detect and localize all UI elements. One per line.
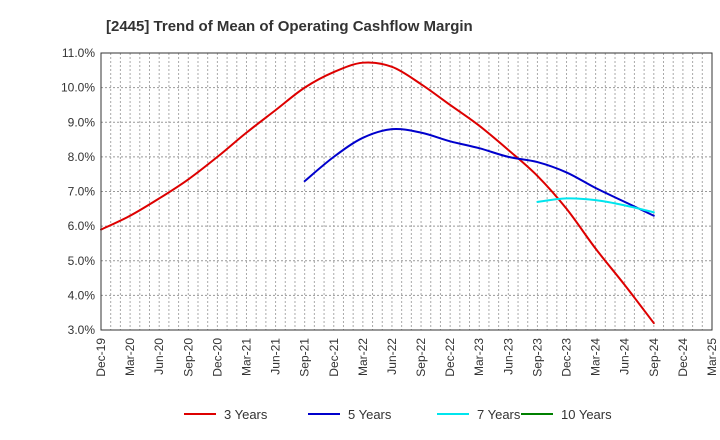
- x-tick-label: Sep-21: [298, 338, 312, 377]
- x-tick-label: Mar-21: [239, 338, 253, 376]
- y-tick-label: 7.0%: [68, 185, 96, 199]
- x-tick-label: Sep-23: [530, 338, 544, 377]
- x-tick-label: Dec-24: [676, 338, 690, 377]
- plot-border: [100, 52, 713, 331]
- y-tick-label: 8.0%: [68, 150, 96, 164]
- x-tick-label: Sep-24: [647, 338, 661, 377]
- y-tick-label: 5.0%: [68, 254, 96, 268]
- x-tick-label: Mar-22: [356, 338, 370, 376]
- y-tick-label: 10.0%: [61, 81, 95, 95]
- legend-label-7-years: 7 Years: [477, 407, 521, 422]
- x-tick-label: Jun-23: [501, 338, 515, 375]
- y-tick-label: 6.0%: [68, 219, 96, 233]
- series-lines: [100, 61, 655, 325]
- x-tick-label: Dec-20: [210, 338, 224, 377]
- series-line-3-years: [100, 61, 655, 325]
- x-tick-label: Sep-22: [414, 338, 428, 377]
- x-tick-label: Dec-23: [560, 338, 574, 377]
- legend-label-3-years: 3 Years: [224, 407, 268, 422]
- x-tick-label: Mar-24: [589, 338, 603, 376]
- x-tick-label: Dec-22: [443, 338, 457, 377]
- y-tick-label: 3.0%: [68, 323, 96, 337]
- plot-frame: [100, 52, 713, 331]
- x-tick-label: Sep-20: [181, 338, 195, 377]
- x-tick-label: Jun-21: [269, 338, 283, 375]
- x-tick-label: Jun-22: [385, 338, 399, 375]
- y-tick-label: 11.0%: [62, 46, 95, 60]
- y-tick-label: 9.0%: [68, 115, 96, 129]
- series-line-5-years: [303, 127, 655, 217]
- legend-label-5-years: 5 Years: [348, 407, 392, 422]
- legend: 3 Years 5 Years 7 Years 10 Years: [184, 407, 612, 422]
- x-axis: Dec-19 Mar-20 Jun-20 Sep-20 Dec-20 Mar-21 Jun-…: [94, 338, 719, 377]
- series-line-7-years: [536, 197, 655, 214]
- x-tick-label: Jun-24: [618, 338, 632, 375]
- x-tick-label: Mar-25: [705, 338, 719, 376]
- y-axis: 3.0% 4.0% 5.0% 6.0% 7.0% 8.0% 9.0% 10.0% 11.0%: [61, 46, 95, 337]
- x-tick-label: Mar-20: [123, 338, 137, 376]
- x-tick-label: Jun-20: [152, 338, 166, 375]
- chart-title: [2445] Trend of Mean of Operating Cashfl…: [106, 18, 473, 35]
- legend-label-10-years: 10 Years: [561, 407, 612, 422]
- x-tick-label: Mar-23: [472, 338, 486, 376]
- x-tick-label: Dec-21: [327, 338, 341, 377]
- y-tick-label: 4.0%: [68, 288, 96, 302]
- x-tick-label: Dec-19: [94, 338, 108, 377]
